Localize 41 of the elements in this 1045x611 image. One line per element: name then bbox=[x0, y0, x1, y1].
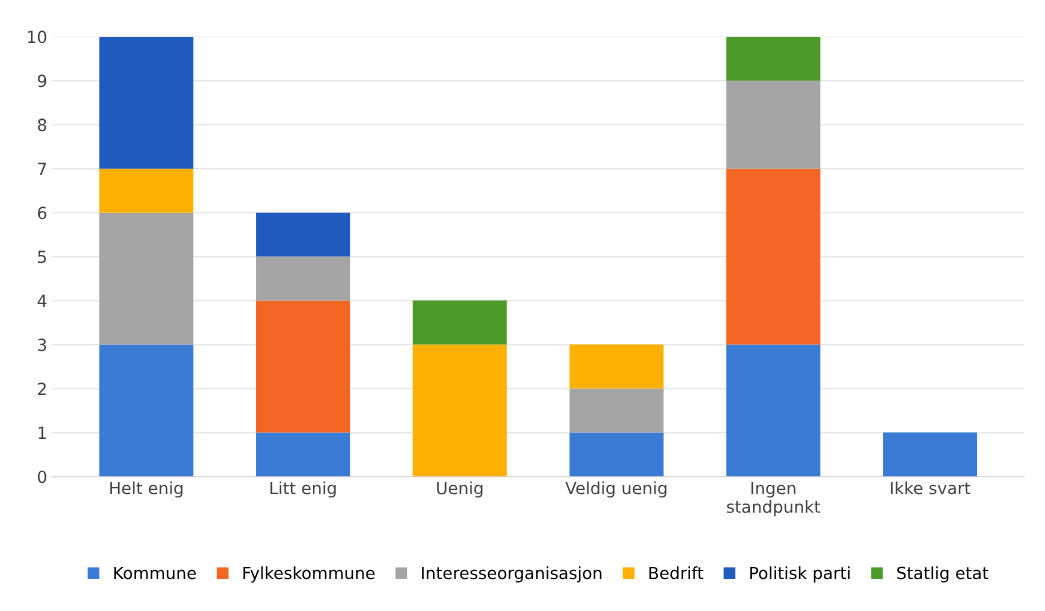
x-tick-label: Litt enig bbox=[270, 481, 336, 498]
bar bbox=[99, 168, 194, 213]
legend-label: Interesseorganisasjon bbox=[422, 566, 602, 583]
y-tick-label: 2 bbox=[38, 382, 46, 395]
legend-label: Politisk parti bbox=[750, 566, 850, 583]
legend-label: Statlig etat bbox=[897, 566, 989, 583]
y-tick-label: 3 bbox=[38, 338, 47, 352]
bar bbox=[256, 256, 351, 301]
bar bbox=[412, 344, 507, 477]
bar bbox=[99, 212, 194, 345]
y-tick-label: 9 bbox=[37, 74, 47, 88]
bar bbox=[256, 432, 351, 477]
bar bbox=[726, 344, 821, 477]
bar bbox=[412, 300, 507, 345]
bar bbox=[569, 344, 664, 389]
y-tick-label: 0 bbox=[37, 470, 47, 484]
y-tick-label: 5 bbox=[38, 250, 46, 264]
y-tick-label: 6 bbox=[37, 206, 47, 220]
y-tick-label: 10 bbox=[28, 30, 47, 44]
legend-label: Fylkeskommune bbox=[243, 566, 375, 583]
y-tick-label: 7 bbox=[38, 162, 46, 175]
legend-label: Bedrift bbox=[649, 566, 704, 580]
bar bbox=[99, 36, 194, 169]
x-tick-label: Ingen standpunkt bbox=[726, 481, 821, 517]
y-tick-label: 1 bbox=[38, 426, 46, 439]
bar bbox=[726, 36, 821, 81]
bar bbox=[569, 432, 664, 477]
y-tick-label: 8 bbox=[37, 118, 47, 132]
bar bbox=[256, 300, 351, 433]
bar bbox=[883, 432, 978, 477]
x-tick-label: Ikke svart bbox=[891, 481, 971, 495]
bar bbox=[569, 388, 664, 433]
y-tick-label: 4 bbox=[37, 294, 47, 307]
bar bbox=[256, 212, 351, 257]
x-tick-label: Helt enig bbox=[110, 481, 183, 498]
x-tick-label: Uenig bbox=[437, 481, 483, 498]
x-tick-label: Veldig uenig bbox=[565, 481, 667, 498]
bar bbox=[726, 168, 821, 345]
bar bbox=[99, 344, 194, 477]
bar bbox=[726, 80, 821, 169]
legend-label: Kommune bbox=[114, 566, 196, 580]
